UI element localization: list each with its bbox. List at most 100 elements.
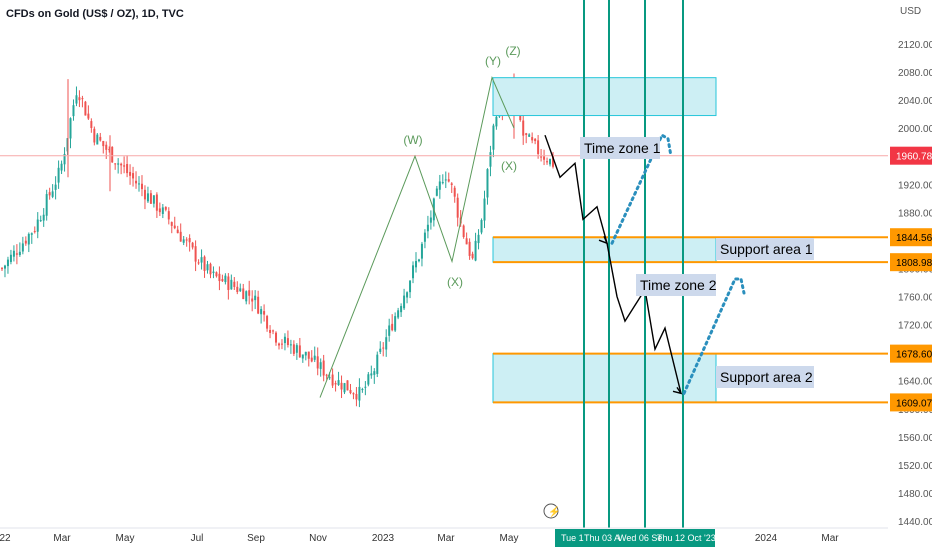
candle-body <box>272 330 275 332</box>
candle-body <box>170 222 173 226</box>
candle-body <box>45 194 48 216</box>
y-tick-label: 2080.00 <box>898 68 932 79</box>
candle-body <box>316 356 319 369</box>
candle-body <box>230 279 233 290</box>
candle-body <box>15 253 18 255</box>
lines-layer <box>0 0 888 528</box>
candle-body <box>394 316 397 331</box>
candle-body <box>78 97 81 101</box>
candle-body <box>27 233 30 245</box>
candle-body <box>325 374 328 376</box>
y-tick-label: 2000.00 <box>898 124 932 135</box>
candle-body <box>304 351 307 356</box>
candle-body <box>84 101 87 116</box>
x-tick-label: Mar <box>53 533 71 544</box>
candle-body <box>552 156 554 167</box>
candle-body <box>239 288 242 292</box>
candle-body <box>495 116 498 127</box>
candle-body <box>349 389 352 394</box>
candle-body <box>429 217 432 223</box>
candle-body <box>51 191 54 197</box>
candle-body <box>21 243 24 252</box>
price-axis: 2120.002080.002040.002000.001960.001920.… <box>890 40 932 528</box>
candle-body <box>18 251 21 256</box>
candle-body <box>54 184 57 190</box>
candle-body <box>322 360 325 376</box>
candle-body <box>358 386 361 401</box>
y-tick-label: 1920.00 <box>898 180 932 191</box>
candle-body <box>462 225 465 238</box>
candle-body <box>9 254 12 262</box>
candle-body <box>57 167 60 183</box>
candle-body <box>179 231 182 242</box>
candle-body <box>39 220 42 222</box>
candle-body <box>367 374 370 385</box>
candle-body <box>522 120 525 136</box>
candle-body <box>361 389 364 391</box>
candle-body <box>412 265 415 279</box>
annotation-box <box>716 238 814 260</box>
x-tick-label: Mar <box>437 533 455 544</box>
candle-body <box>313 355 316 360</box>
candle-body <box>465 238 468 245</box>
candle-body <box>444 179 447 181</box>
candle-body <box>215 272 218 277</box>
candle-body <box>364 386 367 388</box>
candle-body <box>382 347 385 349</box>
annotation-text: Support area 2 <box>720 369 813 385</box>
candle-body <box>537 140 540 154</box>
y-tick-label: 1640.00 <box>898 377 932 388</box>
arrow-head <box>672 386 683 395</box>
candle-body <box>132 173 135 179</box>
candle-body <box>328 377 331 379</box>
candle-body <box>1 268 3 270</box>
candle-body <box>81 98 84 100</box>
candle-body <box>87 113 90 119</box>
annotation-text: Time zone 2 <box>640 277 717 293</box>
candle-body <box>549 158 552 165</box>
candle-body <box>60 163 63 171</box>
candle-body <box>182 239 185 243</box>
candle-body <box>525 133 528 135</box>
candle-body <box>200 257 203 263</box>
candle-body <box>42 214 45 221</box>
candle-body <box>546 161 549 163</box>
candle-body <box>376 354 379 374</box>
x-tick-label: May <box>500 533 519 544</box>
date-label: Wed 06 Se <box>618 533 662 543</box>
candle-body <box>161 207 164 214</box>
support-price-text: 1609.07 <box>896 398 932 409</box>
candle-body <box>3 265 6 269</box>
candle-body <box>531 137 534 141</box>
chart-title: CFDs on Gold (US$ / OZ), 1D, TVC <box>6 8 184 20</box>
candle-body <box>164 207 167 210</box>
candle-body <box>346 380 349 391</box>
candle-body <box>301 354 304 359</box>
candle-body <box>540 156 543 158</box>
support-price-text: 1844.56 <box>896 233 932 244</box>
candle-body <box>266 316 269 329</box>
candle-body <box>337 380 340 385</box>
support-price-tag <box>890 253 932 272</box>
candle-body <box>417 259 420 262</box>
candle-body <box>221 278 224 282</box>
candle-body <box>453 187 456 197</box>
candle-body <box>36 219 39 232</box>
annotation-box <box>716 366 814 388</box>
wave-label: (W) <box>403 133 422 147</box>
candle-body <box>72 105 75 117</box>
candle-body <box>269 329 272 333</box>
x-tick-label: 22 <box>0 533 11 544</box>
candle-body <box>292 344 295 354</box>
candle-body <box>99 136 102 141</box>
candle-body <box>379 348 382 352</box>
candle-body <box>474 240 477 261</box>
candle-body <box>108 149 111 151</box>
candles-layer <box>1 73 554 408</box>
y-tick-label: 1880.00 <box>898 208 932 219</box>
candle-body <box>30 233 33 235</box>
annotations-layer: (W) (X) (Y) (Z) (X) Time zone 1 Support area 1… <box>403 44 814 519</box>
candle-body <box>111 146 114 163</box>
